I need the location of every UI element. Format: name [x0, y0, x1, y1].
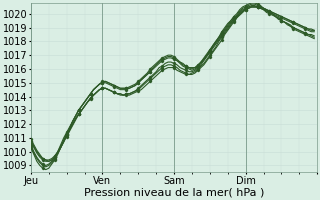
X-axis label: Pression niveau de la mer( hPa ): Pression niveau de la mer( hPa ) — [84, 187, 264, 197]
